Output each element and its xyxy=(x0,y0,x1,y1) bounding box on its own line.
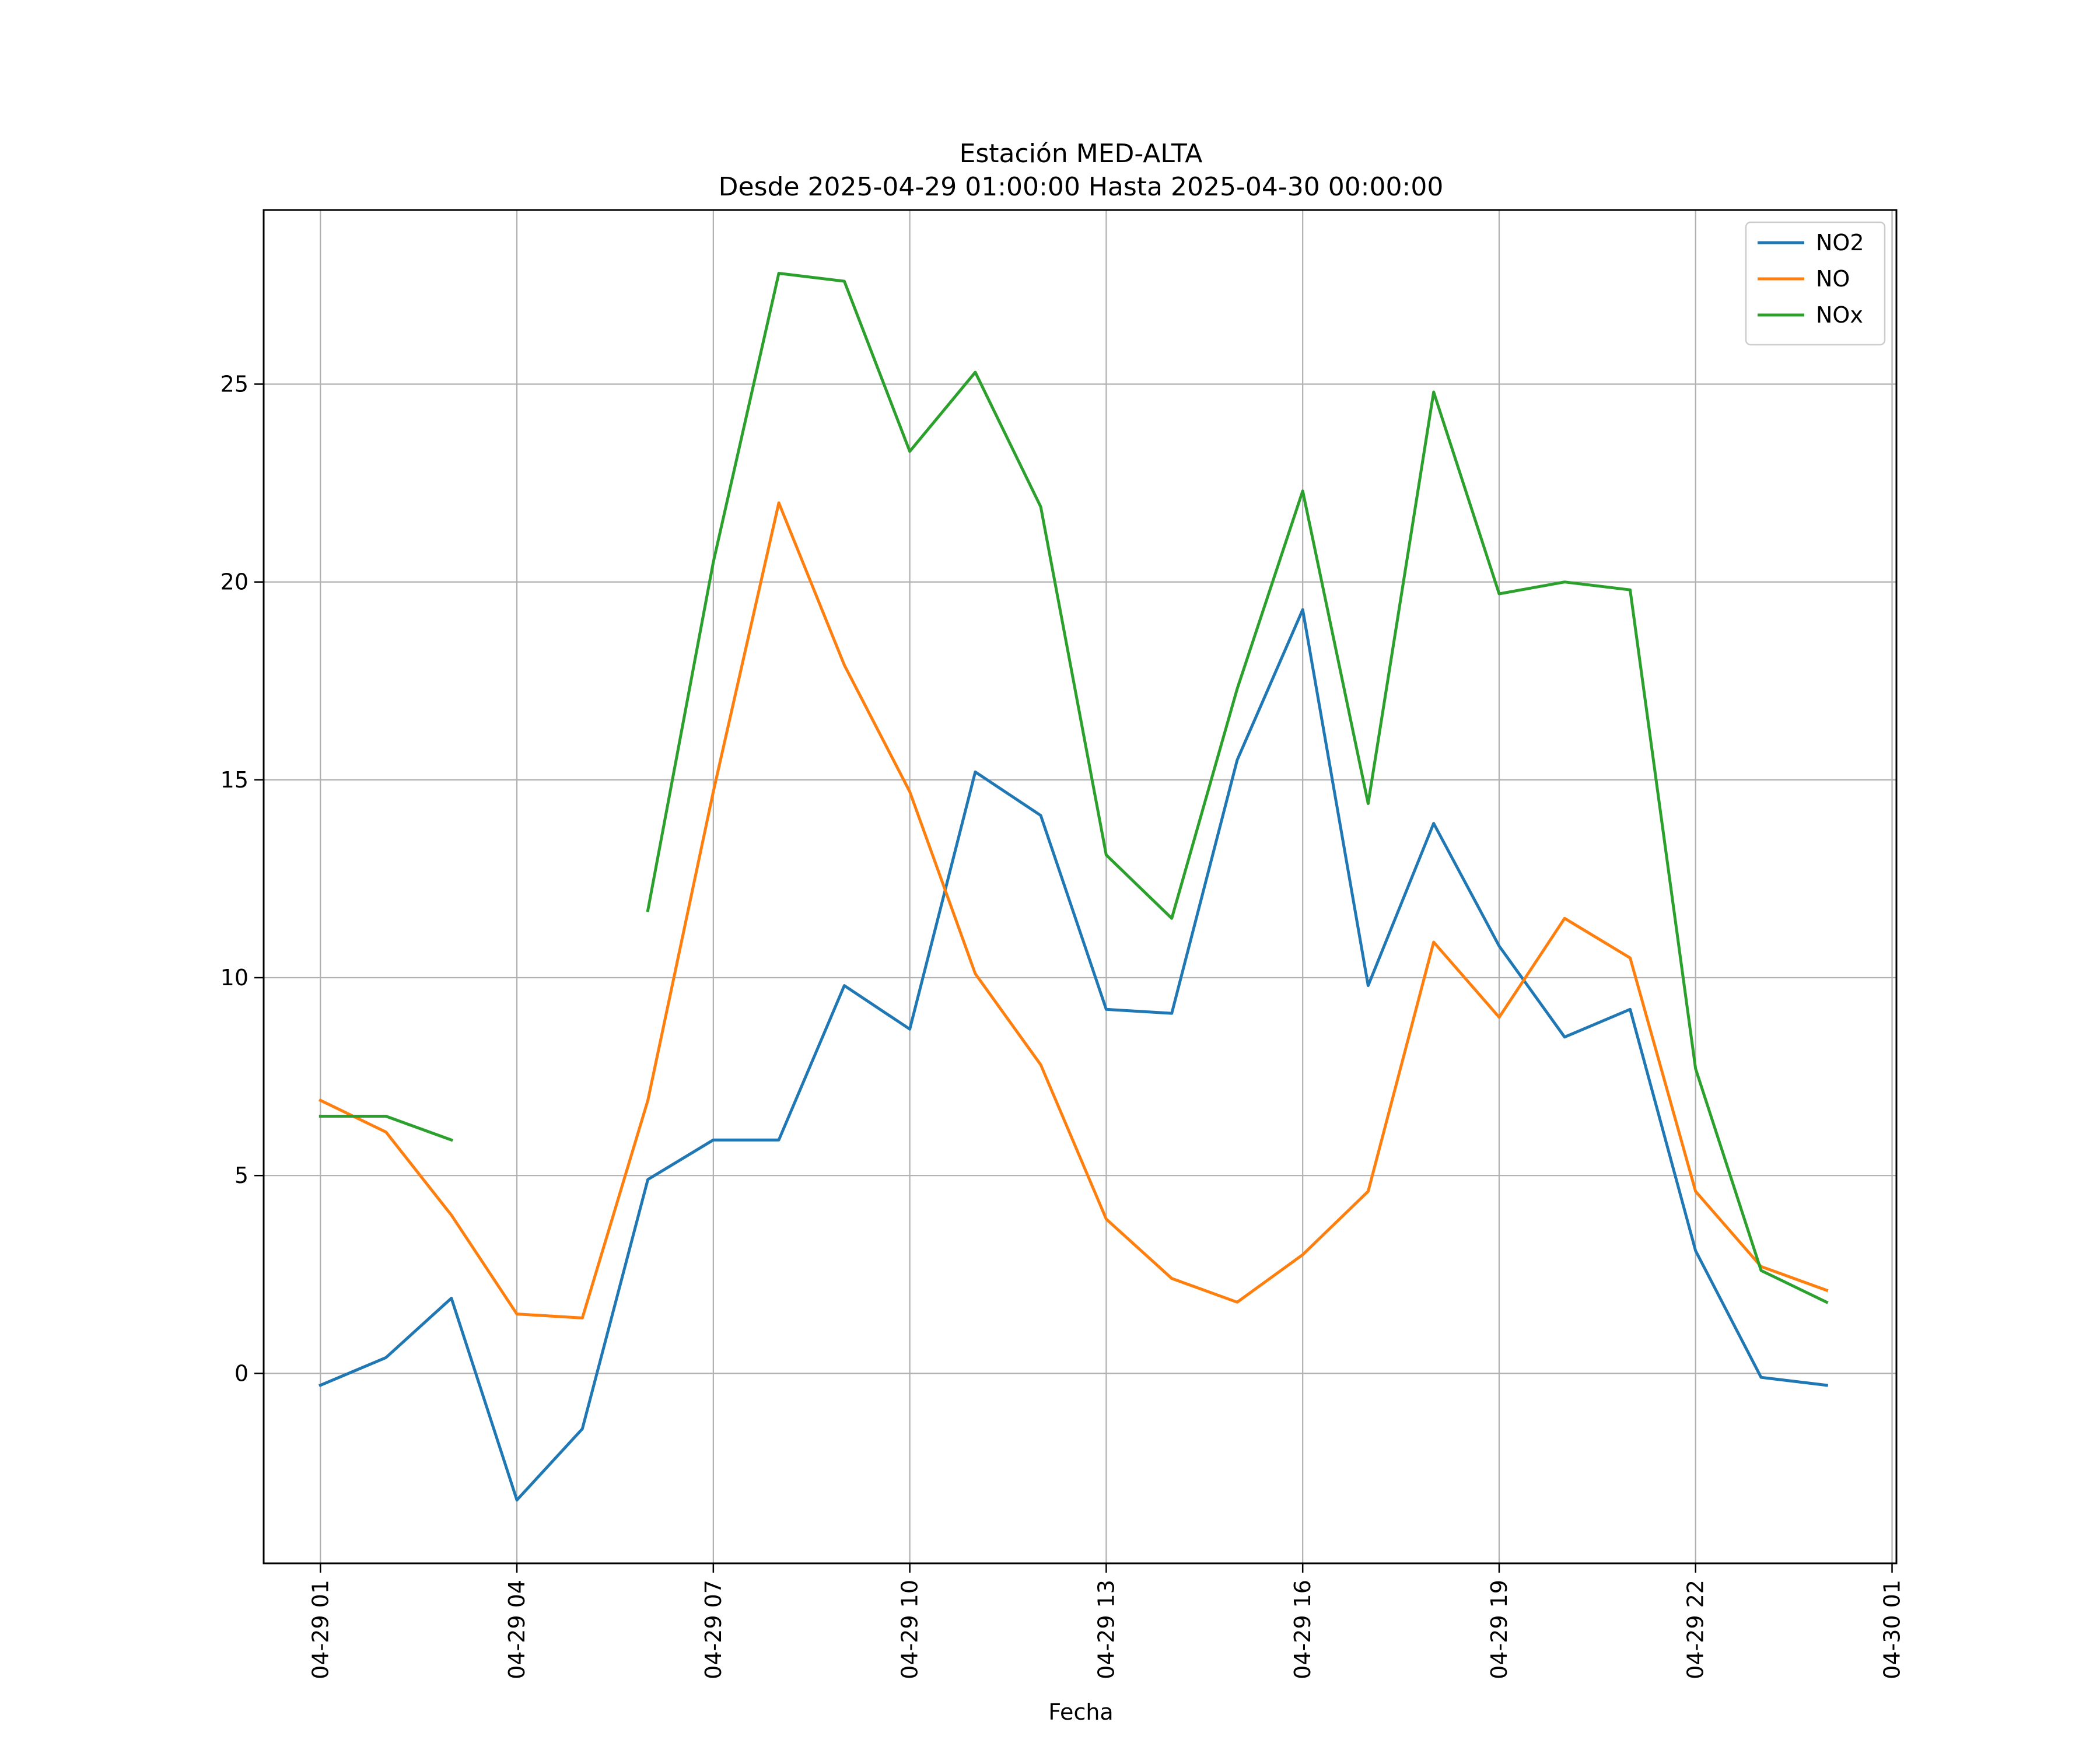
y-tick-label: 0 xyxy=(235,1360,249,1386)
x-tick-label: 04-29 10 xyxy=(897,1580,923,1679)
x-tick-label: 04-29 07 xyxy=(701,1580,726,1679)
chart-title: Estación MED-ALTA xyxy=(960,139,1203,169)
y-tick-label: 25 xyxy=(220,371,249,397)
y-tick-label: 15 xyxy=(220,767,249,793)
x-tick-label: 04-29 19 xyxy=(1486,1580,1512,1679)
x-tick-label: 04-29 22 xyxy=(1683,1580,1709,1679)
y-tick-label: 10 xyxy=(220,965,249,991)
series-line-nox xyxy=(318,272,1829,1304)
series-layer xyxy=(318,272,1829,1502)
chart-subtitle: Desde 2025-04-29 01:00:00 Hasta 2025-04-… xyxy=(719,172,1444,202)
y-tick-label: 5 xyxy=(235,1163,249,1188)
x-tick-label: 04-30 01 xyxy=(1880,1580,1905,1679)
legend-label-nox: NOx xyxy=(1816,302,1863,328)
series-line-no2 xyxy=(318,608,1829,1502)
x-axis: 04-29 01 04-29 04 04-29 07 04-29 10 04-29 13… xyxy=(307,1563,1905,1679)
series-line-no xyxy=(318,501,1829,1320)
x-tick-label: 04-29 13 xyxy=(1093,1580,1119,1679)
y-tick-label: 20 xyxy=(220,569,249,595)
legend-label-no: NO xyxy=(1816,266,1850,292)
legend-label-no2: NO2 xyxy=(1816,230,1864,256)
y-axis: 0 5 10 15 20 25 xyxy=(220,371,264,1386)
grid-lines xyxy=(264,210,1896,1563)
plot-frame xyxy=(262,209,1898,1564)
x-tick-label: 04-29 01 xyxy=(307,1580,333,1679)
x-tick-label: 04-29 04 xyxy=(504,1580,530,1679)
x-tick-label: 04-29 16 xyxy=(1290,1580,1315,1679)
legend: NO2 NO NOx xyxy=(1745,221,1886,346)
x-axis-label: Fecha xyxy=(1048,1699,1113,1725)
